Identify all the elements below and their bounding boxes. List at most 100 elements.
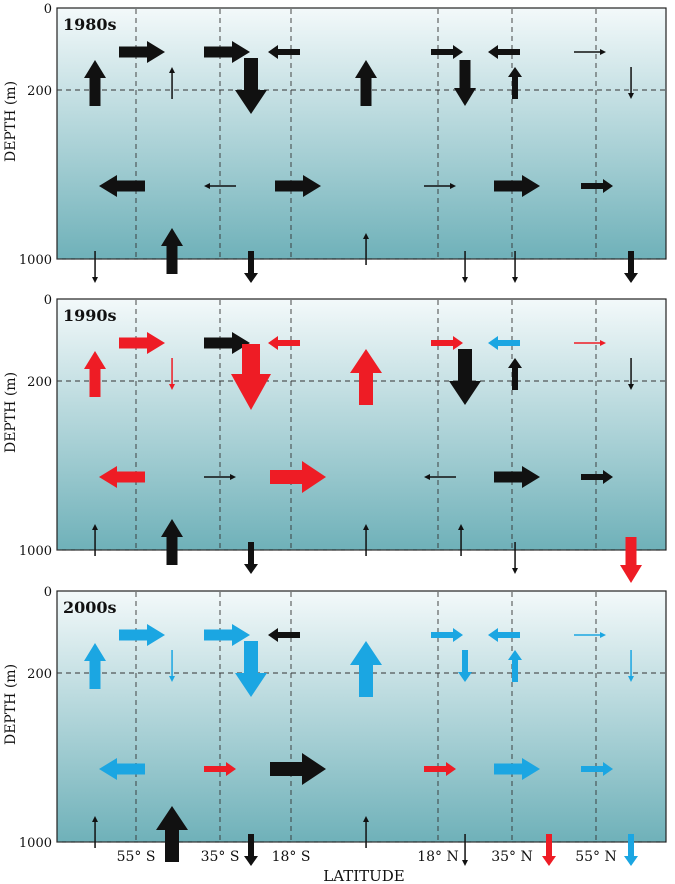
- arrow-up-black: [156, 806, 188, 862]
- decade-label: 1990s: [63, 306, 117, 325]
- arrow-right-black: [424, 183, 456, 189]
- y-tick-label: 1000: [19, 836, 52, 851]
- arrow-down-blue: [235, 641, 267, 697]
- arrow-down-red: [620, 537, 642, 583]
- arrow-left-blue: [488, 336, 520, 350]
- arrow-right-black: [119, 41, 165, 63]
- x-axis: 55° S 35° S 18° S 18° N 35° N 55° N LATITUDE: [117, 849, 617, 884]
- x-tick-label: 18° S: [272, 849, 311, 865]
- arrow-left-black: [99, 175, 145, 197]
- arrow-right-red: [204, 762, 236, 776]
- x-axis-label: LATITUDE: [323, 867, 405, 884]
- arrow-left-black: [204, 183, 236, 189]
- arrow-down-black: [624, 251, 638, 283]
- arrow-right-black: [275, 175, 321, 197]
- arrow-right-black: [204, 332, 250, 354]
- arrow-down-black: [244, 834, 258, 866]
- arrow-up-black: [458, 524, 464, 556]
- arrow-right-black: [494, 466, 540, 488]
- arrow-up-black: [84, 60, 106, 106]
- arrow-left-blue: [99, 758, 145, 780]
- y-tick-label: 0: [44, 2, 52, 17]
- arrow-down-black: [512, 542, 518, 574]
- arrow-right-black: [270, 753, 326, 785]
- arrow-up-black: [363, 816, 369, 848]
- arrow-up-black: [161, 228, 183, 274]
- arrow-up-blue: [350, 641, 382, 697]
- y-tick-label: 200: [27, 375, 52, 390]
- arrow-down-black: [244, 251, 258, 283]
- arrow-right-red: [574, 340, 606, 346]
- arrow-down-black: [512, 251, 518, 283]
- arrow-right-black: [431, 45, 463, 59]
- arrow-left-black: [488, 45, 520, 59]
- arrow-right-blue: [494, 758, 540, 780]
- arrow-up-black: [355, 60, 377, 106]
- decade-label: 2000s: [63, 598, 117, 617]
- arrow-down-blue: [458, 650, 472, 682]
- arrow-down-black: [628, 358, 634, 390]
- arrow-right-black: [494, 175, 540, 197]
- arrow-right-red: [431, 336, 463, 350]
- arrow-left-black: [268, 628, 300, 642]
- arrow-up-black: [363, 524, 369, 556]
- arrow-right-red: [270, 461, 326, 493]
- arrow-left-black: [424, 474, 456, 480]
- arrow-right-black: [574, 49, 606, 55]
- arrow-down-black: [628, 67, 634, 99]
- arrow-down-black: [454, 60, 476, 106]
- arrow-down-black: [449, 349, 481, 405]
- arrow-right-blue: [574, 632, 606, 638]
- arrow-right-black: [581, 470, 613, 484]
- arrow-up-red: [84, 351, 106, 397]
- arrow-up-blue: [84, 643, 106, 689]
- arrow-down-red: [169, 358, 175, 390]
- panel-2000s: 0 200 1000 DEPTH (m) 2000s: [3, 585, 667, 866]
- x-tick-label: 55° S: [117, 849, 156, 865]
- panel-1990s: 0 200 1000 DEPTH (m) 1990s: [3, 293, 667, 583]
- x-tick-label: 35° S: [201, 849, 240, 865]
- arrow-left-black: [268, 45, 300, 59]
- arrow-left-red: [99, 466, 145, 488]
- arrow-down-black: [92, 251, 98, 283]
- y-tick-label: 200: [27, 84, 52, 99]
- arrow-right-blue: [204, 624, 250, 646]
- arrow-left-blue: [488, 628, 520, 642]
- arrow-right-black: [204, 41, 250, 63]
- arrow-down-red: [231, 344, 271, 410]
- y-tick-label: 0: [44, 585, 52, 600]
- arrow-down-black: [462, 834, 468, 866]
- arrow-up-red: [350, 349, 382, 405]
- arrow-right-blue: [431, 628, 463, 642]
- arrow-right-blue: [581, 762, 613, 776]
- arrow-down-blue: [628, 650, 634, 682]
- arrow-up-blue: [508, 650, 522, 682]
- arrow-down-red: [542, 834, 556, 866]
- arrow-up-black: [508, 67, 522, 99]
- y-axis-label: DEPTH (m): [3, 81, 19, 162]
- y-tick-label: 0: [44, 293, 52, 308]
- arrow-right-red: [119, 332, 165, 354]
- arrow-down-blue: [624, 834, 638, 866]
- y-axis-label: DEPTH (m): [3, 372, 19, 453]
- arrow-up-black: [92, 524, 98, 556]
- arrow-down-black: [235, 58, 267, 114]
- y-axis-label: DEPTH (m): [3, 664, 19, 745]
- arrow-up-black: [508, 358, 522, 390]
- y-tick-label: 1000: [19, 544, 52, 559]
- arrow-up-black: [92, 816, 98, 848]
- x-tick-label: 55° N: [575, 849, 617, 865]
- x-tick-label: 35° N: [491, 849, 533, 865]
- x-tick-label: 18° N: [417, 849, 459, 865]
- arrow-up-black: [363, 233, 369, 265]
- arrow-right-black: [581, 179, 613, 193]
- arrow-up-black: [161, 519, 183, 565]
- y-tick-label: 200: [27, 667, 52, 682]
- panel-1980s: 0 200 1000 DEPTH (m) 1980s: [3, 2, 667, 283]
- y-tick-label: 1000: [19, 253, 52, 268]
- arrow-left-red: [268, 336, 300, 350]
- arrow-down-blue: [169, 650, 175, 682]
- arrow-up-black: [169, 67, 175, 99]
- arrow-right-red: [424, 762, 456, 776]
